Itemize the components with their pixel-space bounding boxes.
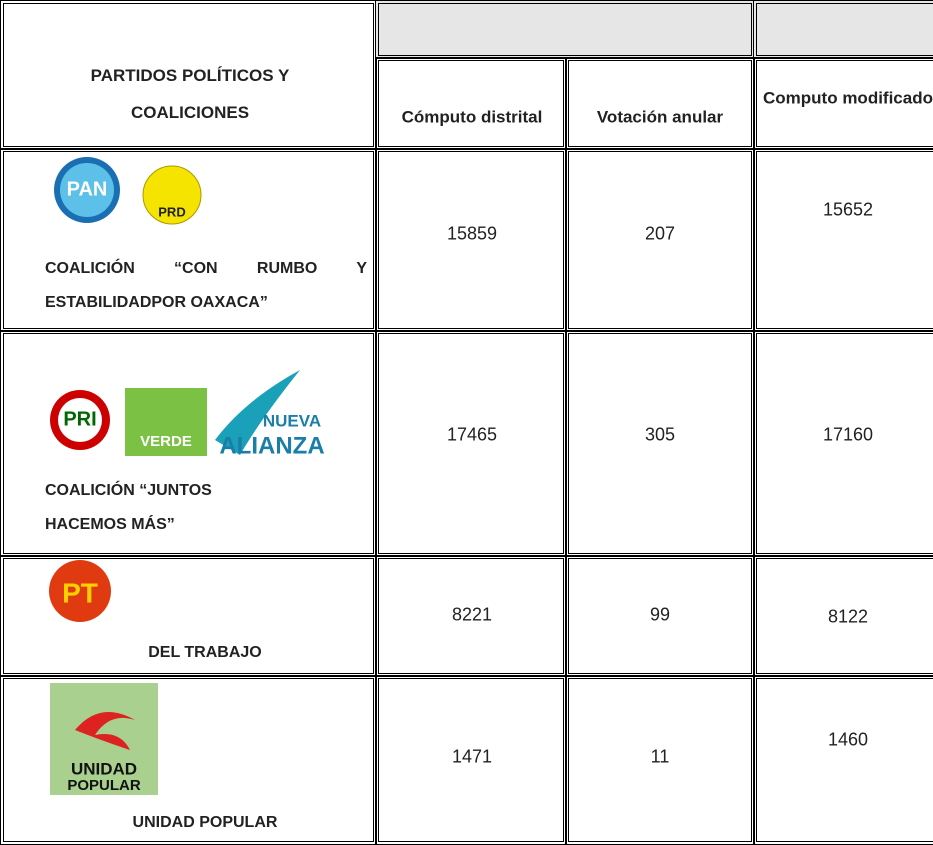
cell-value: 305	[644, 424, 676, 445]
column-header: Computo modificado	[763, 88, 933, 108]
logo-text: PT	[62, 577, 98, 608]
cell-value: 99	[649, 604, 671, 625]
logo-nueva-alianza: NUEVA ALIANZA	[215, 370, 325, 459]
logo-text: VERDE	[140, 433, 192, 450]
logo-pt: PT	[49, 560, 111, 622]
cell-value: 11	[650, 746, 670, 767]
party-name: COALICIÓN “JUNTOS HACEMOS MÁS”	[45, 482, 212, 533]
logo-unidad-popular: UNIDAD POPULAR	[50, 683, 158, 795]
logo-text: ALIANZA	[219, 432, 324, 459]
logo-text: PRI	[63, 408, 96, 430]
column-header: Votación anular	[596, 107, 724, 127]
cell-value: 17465	[446, 424, 498, 445]
cell-value: 17160	[822, 424, 874, 445]
logo-text: PAN	[67, 178, 108, 200]
logo-prd: PRD	[142, 165, 202, 225]
party-name: COALICIÓN “CON RUMBO Y ESTABILIDADPOR OA…	[45, 260, 367, 311]
logo-text: UNIDAD	[71, 759, 137, 778]
cell-value: 207	[644, 223, 676, 244]
logo-text: POPULAR	[67, 777, 141, 794]
party-name: UNIDAD POPULAR	[132, 814, 278, 831]
cell-value: 15652	[822, 199, 874, 220]
cell-value: 1460	[827, 729, 869, 750]
cell-value: 1471	[451, 746, 493, 767]
cell-value: 8221	[451, 604, 493, 625]
logo-verde: VERDE	[125, 388, 207, 456]
cell-value: 8122	[827, 606, 869, 627]
column-header: Cómputo distrital	[401, 107, 543, 127]
logo-text: PRD	[158, 204, 185, 219]
header-title: PARTIDOS POLÍTICOS Y COALICIONES	[90, 66, 290, 122]
logo-text: NUEVA	[263, 411, 321, 430]
logo-pri: PRI	[50, 390, 110, 450]
party-name: DEL TRABAJO	[148, 644, 262, 661]
cell-value: 15859	[446, 223, 498, 244]
logo-pan: PAN	[54, 157, 120, 223]
